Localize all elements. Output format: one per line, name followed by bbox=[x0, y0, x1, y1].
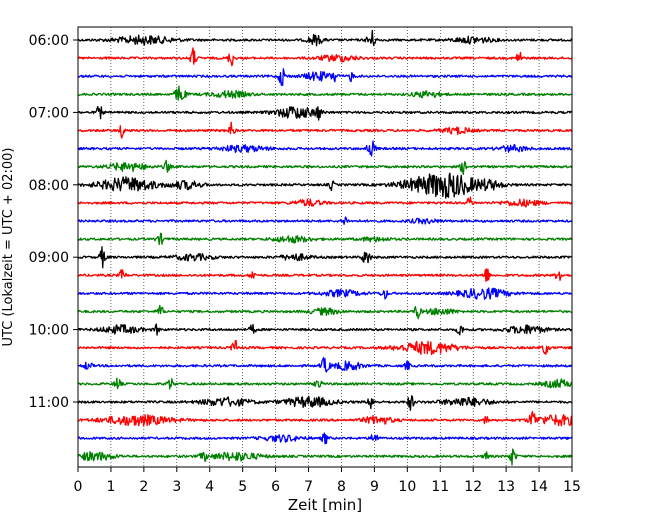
trace-0900 bbox=[77, 246, 573, 269]
x-tick-label: 6 bbox=[271, 479, 280, 495]
trace-0830 bbox=[77, 216, 573, 225]
x-tick-label: 3 bbox=[172, 479, 181, 495]
seismic-traces bbox=[77, 29, 573, 466]
trace-1130 bbox=[77, 432, 573, 445]
trace-0915 bbox=[77, 268, 573, 282]
trace-1000 bbox=[77, 323, 573, 336]
trace-0815 bbox=[77, 196, 573, 208]
trace-0800 bbox=[77, 172, 573, 199]
x-tick-label: 13 bbox=[497, 479, 515, 495]
x-axis-ticks: 0 1 2 3 4 5 6 7 8 9 10 11 12 13 14 15 bbox=[74, 467, 581, 495]
trace-0745 bbox=[77, 159, 573, 176]
trace-0600 bbox=[77, 29, 573, 47]
x-tick-label: 9 bbox=[370, 479, 379, 495]
trace-0615 bbox=[77, 47, 573, 67]
x-tick-label: 15 bbox=[563, 479, 581, 495]
x-tick-label: 11 bbox=[431, 479, 449, 495]
y-tick-label: 11:00 bbox=[29, 395, 69, 411]
y-tick-label: 10:00 bbox=[29, 323, 69, 339]
plot-frame bbox=[77, 26, 573, 468]
x-tick-label: 1 bbox=[106, 479, 115, 495]
trace-1030 bbox=[77, 356, 573, 373]
y-axis-ticks: 06:00 07:00 08:00 09:00 10:00 11:00 bbox=[29, 33, 78, 411]
x-axis-label: Zeit [min] bbox=[288, 496, 362, 514]
x-tick-label: 8 bbox=[337, 479, 346, 495]
trace-1045 bbox=[77, 377, 573, 390]
trace-0700 bbox=[77, 105, 573, 121]
x-tick-label: 0 bbox=[74, 479, 83, 495]
x-tick-label: 14 bbox=[530, 479, 548, 495]
x-tick-label: 10 bbox=[398, 479, 416, 495]
trace-1115 bbox=[77, 410, 573, 427]
x-tick-label: 12 bbox=[464, 479, 482, 495]
y-tick-label: 08:00 bbox=[29, 178, 69, 194]
trace-0845 bbox=[77, 232, 573, 246]
y-tick-label: 09:00 bbox=[29, 250, 69, 266]
trace-0715 bbox=[77, 121, 573, 139]
trace-0930 bbox=[77, 287, 573, 300]
trace-1145 bbox=[77, 448, 573, 466]
trace-0730 bbox=[77, 140, 573, 157]
trace-0645 bbox=[77, 85, 573, 101]
x-tick-label: 4 bbox=[205, 479, 214, 495]
vertical-grid-lines bbox=[110, 27, 540, 467]
trace-0630 bbox=[77, 68, 573, 87]
x-tick-label: 7 bbox=[304, 479, 313, 495]
x-tick-label: 2 bbox=[139, 479, 148, 495]
y-tick-label: 07:00 bbox=[29, 105, 69, 121]
trace-1100 bbox=[77, 395, 573, 411]
trace-0945 bbox=[78, 304, 573, 320]
x-tick-label: 5 bbox=[238, 479, 247, 495]
y-axis-label: UTC (Lokalzeit = UTC + 02:00) bbox=[1, 148, 16, 347]
trace-1015 bbox=[77, 339, 573, 356]
y-tick-label: 06:00 bbox=[29, 33, 69, 49]
